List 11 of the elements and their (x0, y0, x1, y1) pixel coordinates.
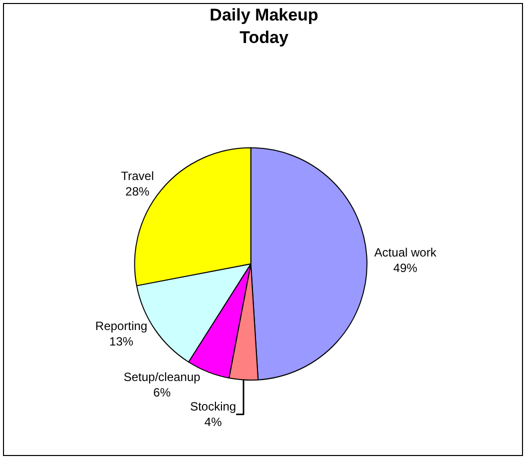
slice-label: Stocking (190, 400, 236, 414)
slice-label: Setup/cleanup (124, 370, 201, 384)
data-label: 6% (153, 386, 171, 400)
chart-title: Daily Makeup Today (210, 6, 318, 47)
slice-label: Actual work (374, 245, 438, 260)
slice-label: Reporting (95, 319, 148, 334)
data-label: 4% (204, 415, 222, 430)
data-label: 13% (109, 334, 134, 349)
data-label: 49% (393, 261, 418, 276)
slice-label: Travel (120, 169, 154, 184)
data-label: 28% (125, 184, 150, 199)
